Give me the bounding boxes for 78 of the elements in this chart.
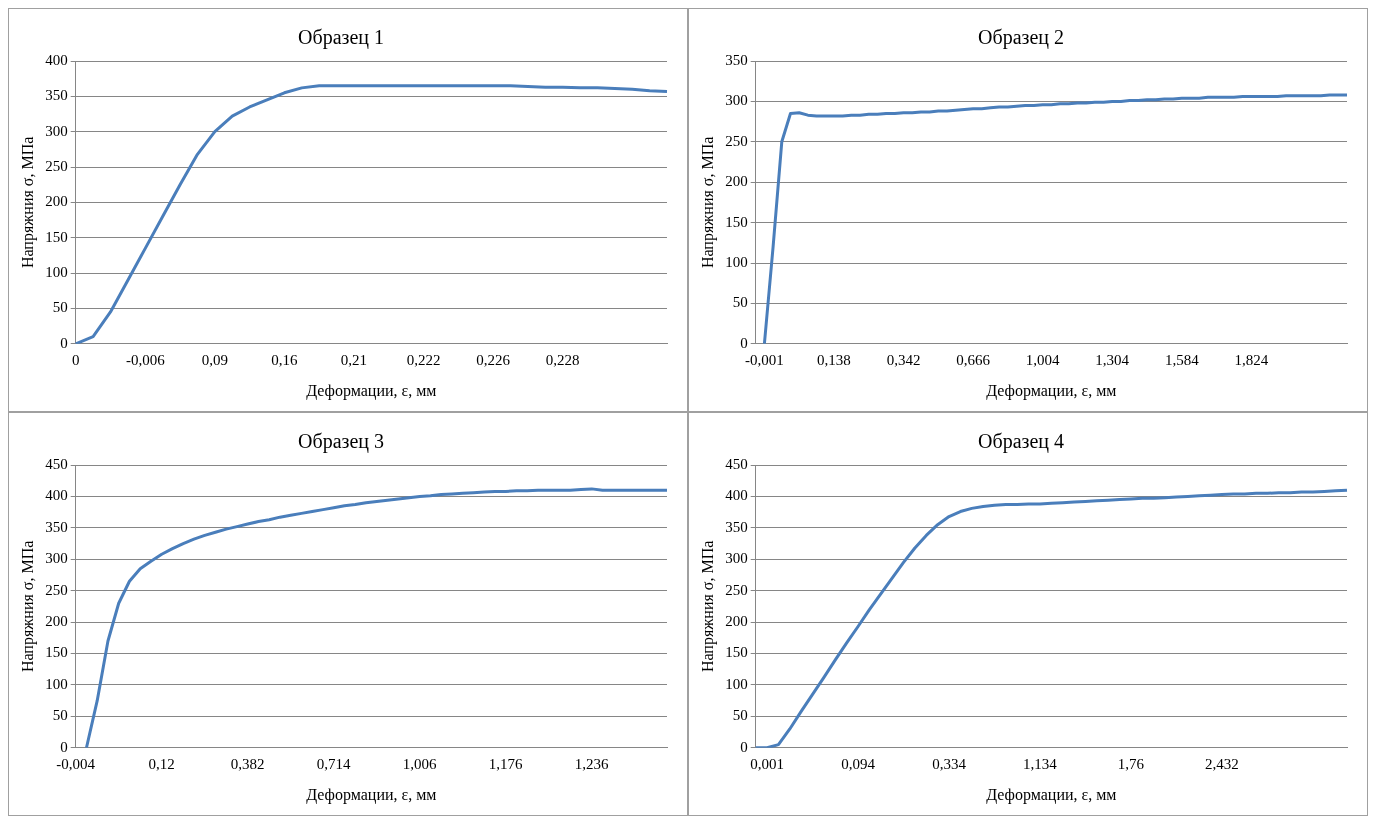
y-tick-label: 400 xyxy=(725,487,748,504)
y-tick-label: 250 xyxy=(725,132,748,149)
y-tick-label: 50 xyxy=(732,707,748,724)
x-tick-label: 1,824 xyxy=(1234,351,1269,368)
chart-title: Образец 2 xyxy=(978,26,1064,50)
y-tick-label: 150 xyxy=(45,644,68,661)
y-tick-label: 250 xyxy=(45,581,68,598)
y-tick-label: 0 xyxy=(740,738,748,755)
y-tick-label: 350 xyxy=(45,87,68,104)
x-tick-label: 1,304 xyxy=(1095,351,1130,368)
x-tick-label: 1,584 xyxy=(1164,351,1200,368)
chart-title: Образец 3 xyxy=(298,430,384,454)
x-tick-label: 0,21 xyxy=(340,351,368,368)
y-tick-label: 150 xyxy=(45,228,68,245)
y-tick-label: 50 xyxy=(732,294,748,311)
y-tick-label: 250 xyxy=(45,157,68,174)
y-axis-title: Напряжния σ, МПа xyxy=(18,136,37,269)
y-axis-title: Напряжния σ, МПа xyxy=(698,540,717,673)
x-axis-title: Деформации, ε, мм xyxy=(306,785,437,804)
x-tick-label: -0,006 xyxy=(125,351,166,368)
y-tick-label: 450 xyxy=(45,455,68,472)
y-tick-label: 50 xyxy=(52,299,68,316)
x-tick-label: 0,222 xyxy=(406,351,441,368)
x-tick-label: 0,138 xyxy=(817,351,851,368)
x-tick-label: 0,001 xyxy=(750,755,784,772)
x-tick-label: 0,094 xyxy=(841,755,876,772)
y-tick-label: 150 xyxy=(725,644,748,661)
x-tick-label: 0,334 xyxy=(932,755,967,772)
y-tick-label: 450 xyxy=(725,455,748,472)
y-axis-title: Напряжния σ, МПа xyxy=(18,540,37,673)
y-tick-label: 100 xyxy=(725,675,748,692)
y-tick-label: 200 xyxy=(45,613,68,630)
x-tick-label: 1,006 xyxy=(402,755,438,772)
x-tick-label: 0,714 xyxy=(316,755,352,772)
y-tick-label: 400 xyxy=(45,51,68,68)
x-tick-label: 0,342 xyxy=(886,351,921,368)
x-axis-title: Деформации, ε, мм xyxy=(986,381,1117,400)
y-tick-label: 200 xyxy=(45,193,68,210)
y-tick-label: 100 xyxy=(45,264,68,281)
y-tick-label: 350 xyxy=(725,51,748,68)
x-tick-label: 0,382 xyxy=(230,755,265,772)
chart-title: Образец 4 xyxy=(978,430,1064,454)
y-tick-label: 300 xyxy=(45,122,68,139)
x-tick-label: 1,176 xyxy=(488,755,524,772)
x-tick-label: -0,004 xyxy=(56,755,96,772)
x-tick-label: 1,76 xyxy=(1117,755,1145,772)
chart-title: Образец 1 xyxy=(298,26,384,50)
y-tick-label: 100 xyxy=(725,253,748,270)
x-tick-label: 0,226 xyxy=(476,351,511,368)
y-tick-label: 350 xyxy=(725,518,748,535)
x-tick-label: 0,12 xyxy=(148,755,175,772)
x-tick-label: 1,004 xyxy=(1025,351,1061,368)
y-tick-label: 0 xyxy=(740,334,748,351)
y-tick-label: 300 xyxy=(725,550,748,567)
y-tick-label: 0 xyxy=(60,334,68,351)
x-tick-label: 0,09 xyxy=(201,351,228,368)
y-tick-label: 100 xyxy=(45,675,68,692)
y-tick-label: 300 xyxy=(725,92,748,109)
x-tick-label: 0,16 xyxy=(271,351,299,368)
x-axis-title: Деформации, ε, мм xyxy=(986,785,1117,804)
y-tick-label: 50 xyxy=(52,707,68,724)
x-tick-label: 0 xyxy=(71,351,80,368)
y-axis-title: Напряжния σ, МПа xyxy=(698,136,717,269)
y-tick-label: 300 xyxy=(45,550,68,567)
y-tick-label: 400 xyxy=(45,487,68,504)
x-axis-title: Деформации, ε, мм xyxy=(306,381,437,400)
y-tick-label: 0 xyxy=(60,738,68,755)
y-tick-label: 200 xyxy=(725,613,748,630)
x-tick-label: 0,228 xyxy=(545,351,580,368)
x-tick-label: -0,001 xyxy=(745,351,784,368)
x-tick-label: 1,236 xyxy=(574,755,610,772)
y-tick-label: 250 xyxy=(725,581,748,598)
x-tick-label: 0,666 xyxy=(956,351,991,368)
x-tick-label: 2,432 xyxy=(1205,755,1239,772)
y-tick-label: 350 xyxy=(45,518,68,535)
y-tick-label: 200 xyxy=(725,173,748,190)
y-tick-label: 150 xyxy=(725,213,748,230)
x-tick-label: 1,134 xyxy=(1023,755,1058,772)
